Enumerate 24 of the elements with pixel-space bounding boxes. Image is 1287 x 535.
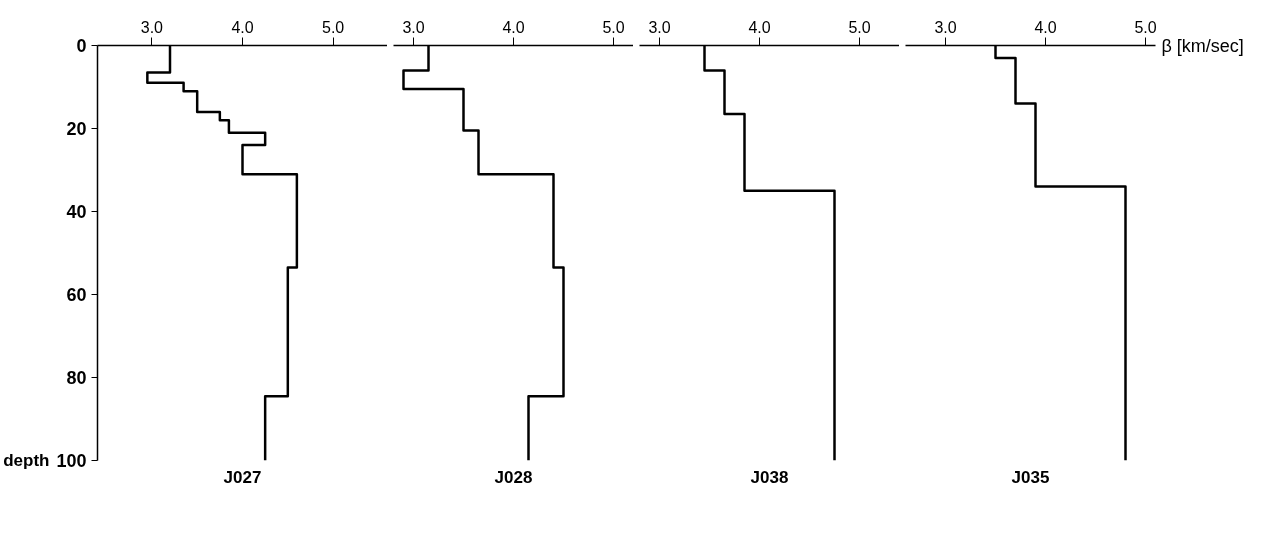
x-tick-label: 5.0 — [602, 18, 625, 36]
x-tick-label: 4.0 — [1034, 18, 1057, 36]
x-tick-label: 5.0 — [322, 18, 345, 36]
text: J027 — [223, 467, 262, 487]
x-tick-label: 5.0 — [1134, 18, 1157, 36]
y-tick-label: 100 — [56, 451, 87, 471]
y-tick-label: 40 — [66, 202, 87, 222]
y-tick-label: 20 — [66, 119, 87, 139]
x-tick-label: 3.0 — [934, 18, 957, 36]
text: J038 — [750, 467, 789, 487]
x-tick-label: 4.0 — [231, 18, 254, 36]
text: J035 — [1011, 467, 1050, 487]
x-tick-label: 4.0 — [502, 18, 525, 36]
y-axis-title: depth — [3, 451, 50, 470]
x-tick-label: 3.0 — [140, 18, 164, 36]
x-tick-label: 3.0 — [402, 18, 425, 36]
y-tick-label: 80 — [66, 368, 87, 388]
x-tick-label: 5.0 — [848, 18, 871, 36]
x-tick-label: 4.0 — [748, 18, 771, 36]
y-tick-label: 60 — [66, 285, 87, 305]
x-axis-title: β [km/sec] — [1161, 35, 1244, 56]
y-tick-label: 0 — [76, 36, 87, 56]
text: J028 — [494, 467, 533, 487]
x-tick-label: 3.0 — [648, 18, 671, 36]
